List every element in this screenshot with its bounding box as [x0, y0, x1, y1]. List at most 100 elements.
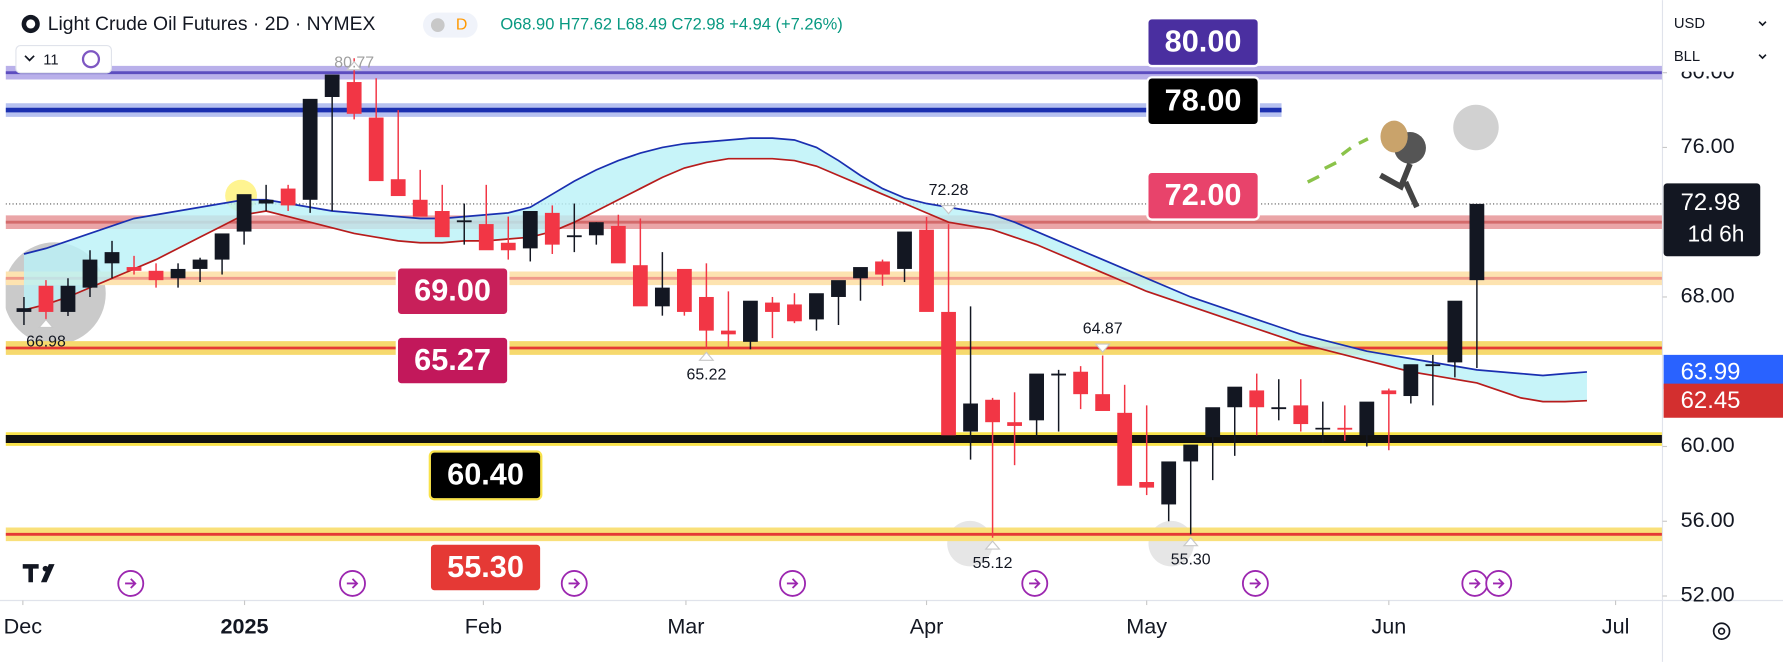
candle-body [1029, 373, 1044, 421]
candle-body [1469, 203, 1485, 281]
candle-body [1271, 407, 1287, 410]
level-label-box [428, 542, 543, 593]
x-tick-label: 2025 [221, 613, 269, 638]
candle-body [82, 259, 98, 288]
candle-body [699, 296, 714, 331]
logo [22, 564, 55, 583]
candle-body [192, 259, 208, 269]
candle-body [1293, 405, 1309, 425]
candle-body [809, 293, 824, 320]
leaves [1306, 137, 1369, 184]
event-icon [1029, 578, 1041, 589]
annotation-label: 66.98 [26, 333, 66, 350]
level-label-box [395, 266, 510, 317]
level-label: 72.00 [1165, 177, 1242, 212]
x-tick-label: Feb [465, 613, 502, 638]
badge-dot [430, 18, 445, 32]
ohlc-values: O68.90 H77.62 L68.49 C72.98 +4.94 (+7.26… [500, 15, 842, 33]
annotation-label: 55.12 [973, 555, 1013, 572]
candle-body [1139, 482, 1155, 488]
candle-body [610, 225, 626, 264]
candle-body [214, 233, 230, 260]
candle-body [588, 222, 604, 236]
candle-body [1161, 461, 1177, 505]
candle-body [787, 304, 802, 322]
annotation-marker [346, 60, 363, 71]
y-tick-label: 68.00 [1681, 283, 1735, 308]
event-icon [1249, 578, 1262, 589]
chevron [24, 55, 35, 62]
indicator-count: 11 [43, 52, 58, 68]
candle-body [1425, 364, 1441, 367]
event-icon [568, 578, 581, 589]
event-markers [117, 570, 1513, 597]
candle-body [346, 82, 362, 114]
price-tag-label: 62.45 [1681, 387, 1741, 414]
candle-body [765, 302, 780, 312]
right-controls: USD BLL [1665, 9, 1780, 641]
figure [1379, 162, 1420, 209]
event-icon [1469, 578, 1481, 589]
annotation-label: 72.28 [929, 182, 969, 199]
symbol-title: Light Crude Oil Futures · 2D · NYMEX [48, 14, 376, 35]
badge: D [456, 16, 468, 33]
annotation-label: 55.30 [1171, 552, 1211, 569]
candle-body [104, 252, 120, 264]
candle-body [721, 330, 736, 335]
candle-body [1381, 390, 1397, 395]
candle-body [853, 267, 868, 279]
x-tick-label: Dec [4, 613, 43, 638]
x-tick-label: Jul [1602, 613, 1630, 638]
candle-body [1051, 373, 1067, 376]
y-tick-label: 60.00 [1681, 432, 1735, 457]
refresh-icon[interactable] [81, 50, 101, 69]
level-label: 80.00 [1165, 23, 1242, 58]
y-tick-label: 56.00 [1681, 507, 1735, 532]
chevron [1758, 54, 1767, 60]
y-tick-label: 52.00 [1681, 582, 1735, 607]
candle-body [1403, 364, 1419, 397]
annotation-marker [37, 318, 55, 328]
candle-body [919, 229, 934, 312]
candle-body [258, 199, 274, 204]
candle-body [500, 242, 516, 251]
candle-body [478, 224, 494, 251]
plot-area: 66.98 65.22 72.28 64.87 55.12 55.30 80.77 [5, 55, 1663, 572]
candle-body [302, 98, 318, 200]
candle-body [324, 74, 340, 97]
annotation-marker [940, 205, 957, 215]
candle-body [1359, 401, 1375, 436]
settings-icon[interactable] [1712, 622, 1731, 641]
unit: BLL [1674, 49, 1700, 65]
last-price-label: 72.98 [1681, 189, 1741, 216]
highlight [1453, 104, 1499, 151]
settings-icon [1717, 627, 1726, 635]
x-tick-label: May [1126, 613, 1167, 638]
candle-body [875, 261, 890, 275]
candle-body [654, 287, 670, 307]
candle-body [831, 280, 846, 297]
candle-body [126, 267, 142, 271]
candle-body [368, 117, 384, 182]
symbol-icon [26, 19, 36, 29]
tv-logo [42, 565, 49, 572]
level-label-box [1146, 170, 1260, 221]
candle-body [1447, 300, 1463, 363]
level-label: 60.40 [447, 457, 524, 492]
tv-logo [22, 564, 55, 583]
axes: 52.0056.0060.0068.0076.0080.00Dec2025Feb… [4, 58, 1735, 638]
annotation-marker [984, 540, 1001, 550]
candle-body [148, 270, 164, 281]
level-label: 69.00 [414, 272, 491, 307]
level-label-box [428, 450, 543, 501]
price-tag [1663, 354, 1783, 389]
candle-body [16, 308, 32, 312]
money-bag [1380, 120, 1408, 153]
candle-body [1095, 394, 1111, 411]
event-icon [125, 578, 137, 589]
level-label-box [1146, 76, 1260, 127]
candle-body [412, 199, 428, 217]
